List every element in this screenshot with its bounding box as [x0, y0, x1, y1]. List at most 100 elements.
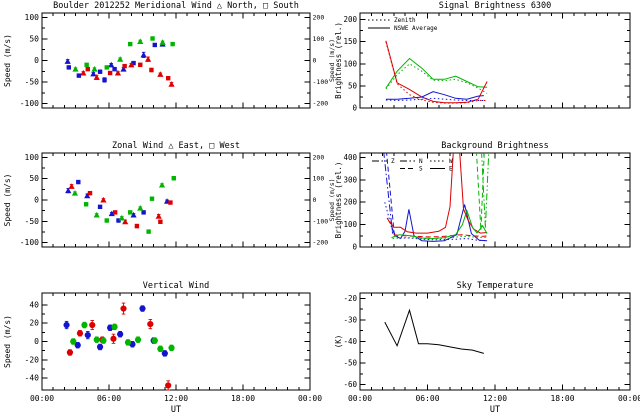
y-right-tick-label: -200 — [313, 100, 329, 108]
panel-background-brightness: Background Brightness 400 300 200 100 0 Bright… — [334, 141, 631, 252]
y-tick-label: 100 — [25, 153, 40, 162]
panel-title: Boulder 2012252 Meridional Wind △ North,… — [53, 1, 299, 11]
y-tick-label: 200 — [343, 15, 357, 24]
panel-title: Zonal Wind △ East, □ West — [112, 141, 240, 151]
y-axis-label: Brightness (rel.) — [334, 162, 343, 239]
series-background-e-green — [391, 209, 488, 240]
y-tick-label: -20 — [343, 294, 357, 303]
series-background-e-blue — [391, 204, 488, 242]
series-zonal-east-blue — [65, 187, 171, 218]
y-ticks — [360, 19, 630, 109]
series-meridional-north-green — [72, 38, 166, 72]
y-tick-label: -50 — [25, 217, 40, 226]
axes-frame — [41, 12, 311, 109]
y-tick-label: -50 — [343, 359, 357, 368]
y-tick-label: 40 — [29, 300, 39, 309]
x-tick-label: 00:00 — [348, 394, 372, 403]
plot-area — [384, 308, 484, 354]
x-tick-label: 18:00 — [550, 394, 574, 403]
y-ticks — [360, 156, 630, 248]
x-ticks — [41, 293, 311, 390]
plot-area — [64, 36, 175, 87]
axes-frame — [41, 292, 311, 391]
y-tick-label: 100 — [343, 220, 357, 229]
series-zonal-east-red — [68, 183, 162, 225]
series-vertical-red — [66, 302, 172, 391]
panel-vertical-wind: Vertical Wind 00:00 06:00 12:00 18:00 00:00 UT… — [3, 281, 322, 415]
y-right-tick-label: 100 — [313, 175, 325, 183]
y-tick-label: 0 — [352, 243, 357, 252]
y-tick-label: 200 — [343, 198, 357, 207]
y-tick-label: -40 — [25, 374, 40, 383]
y-tick-label: -50 — [25, 78, 40, 87]
y-tick-label: 400 — [343, 153, 357, 162]
series-signal-nswe-green — [385, 57, 488, 89]
y-tick-label: 20 — [29, 319, 39, 328]
y-tick-label: 50 — [29, 34, 39, 43]
y-right-tick-label: 100 — [313, 35, 325, 43]
panel-meridional-wind: Boulder 2012252 Meridional Wind △ North,… — [3, 1, 336, 109]
series-zonal-west-red — [87, 190, 173, 229]
axes-frame — [359, 152, 631, 248]
series-zonal-west-blue — [76, 179, 146, 223]
x-tick-label: 00:00 — [30, 394, 54, 403]
legend-label: NSWE Average — [394, 25, 438, 32]
series-signal-nswe-blue — [385, 91, 484, 100]
panel-zonal-wind: Zonal Wind △ East, □ West 100 50 0 -50 -100 20… — [3, 141, 336, 248]
panel-sky-temperature: Sky Temperature 00:00 06:00 12:00 18:00 00:00… — [334, 281, 640, 415]
series-vertical-green — [70, 321, 175, 353]
legend-label: W — [449, 158, 453, 165]
legend-label: S — [419, 166, 423, 173]
legend-label: N — [419, 158, 423, 165]
y-tick-label: 0 — [352, 104, 357, 113]
series-meridional-north-red — [80, 56, 175, 87]
series-sky-temperature-line — [384, 308, 484, 354]
legend-background-brightness: Z NS WE — [372, 158, 453, 173]
x-axis-label: UT — [490, 405, 500, 415]
y-right-tick-label: -100 — [313, 78, 329, 86]
y-tick-label: -60 — [343, 380, 357, 389]
series-meridional-north-blue — [64, 40, 166, 77]
series-meridional-south-red — [85, 62, 171, 81]
y-tick-label: 50 — [29, 174, 39, 183]
series-background-s-blue — [386, 153, 395, 235]
x-tick-label: 12:00 — [483, 394, 507, 403]
y-tick-label: 0 — [34, 337, 39, 346]
y-axis-label: Speed (m/s) — [3, 34, 12, 87]
x-ticks — [41, 13, 311, 108]
panel-title: Background Brightness — [441, 141, 548, 151]
x-ticks — [359, 293, 631, 390]
y-axis-label: (K) — [334, 335, 343, 349]
legend-label: E — [449, 166, 453, 173]
series-background-s-green — [476, 153, 485, 231]
y-tick-label: -100 — [20, 238, 39, 247]
panel-signal-brightness: Signal Brightness 6300 200 150 100 50 0 Bright… — [334, 1, 631, 113]
series-signal-zenith-red — [385, 41, 486, 104]
x-ticks — [359, 153, 631, 247]
series-zonal-east-green — [71, 181, 166, 221]
x-ticks — [359, 13, 631, 108]
x-tick-label: 06:00 — [415, 394, 439, 403]
series-signal-nswe-red — [385, 40, 488, 104]
y-tick-label: 0 — [34, 196, 39, 205]
y-tick-label: 50 — [348, 81, 358, 90]
x-axis-label: UT — [171, 405, 181, 415]
x-tick-label: 00:00 — [298, 394, 322, 403]
y-axis-label: Brightness (rel.) — [334, 22, 343, 99]
series-meridional-south-blue — [66, 42, 157, 83]
y-tick-label: 100 — [343, 59, 357, 68]
y-right-tick-label: -100 — [313, 217, 329, 225]
x-ticks — [41, 153, 311, 247]
y-axis-label: Speed (m/s) — [3, 315, 12, 368]
x-tick-label: 12:00 — [164, 394, 188, 403]
panel-title: Signal Brightness 6300 — [439, 1, 552, 11]
plot-area — [65, 176, 176, 234]
y-tick-label: 150 — [343, 37, 357, 46]
x-tick-label: 00:00 — [618, 394, 640, 403]
series-meridional-south-green — [84, 36, 175, 70]
x-tick-label: 18:00 — [231, 394, 255, 403]
y-tick-label: -20 — [25, 355, 40, 364]
